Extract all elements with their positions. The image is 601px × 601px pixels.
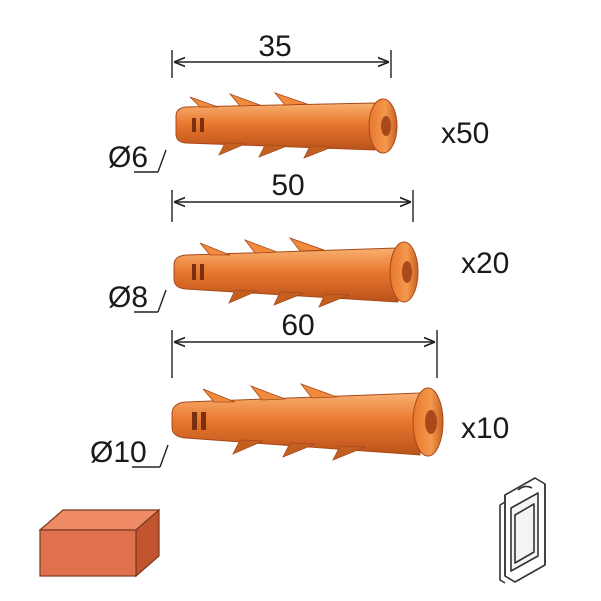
diameter-symbol: Ø	[108, 141, 131, 174]
wall-plug-image	[173, 237, 419, 308]
dimension-line	[171, 50, 392, 78]
wall-plug-image	[171, 383, 444, 461]
quantity-label: x10	[461, 412, 509, 445]
length-label: 60	[281, 309, 314, 342]
length-label: 35	[258, 30, 291, 63]
dimension-line	[171, 190, 414, 222]
diameter-symbol: Ø	[108, 281, 131, 314]
quantity-label: x20	[461, 247, 509, 280]
diameter-value: 6	[131, 141, 148, 174]
svg-text:Ø6: Ø6	[108, 141, 148, 174]
blister-pack-icon	[499, 477, 546, 584]
diameter-label: Ø6	[108, 141, 167, 174]
wall-plug-image	[175, 92, 398, 159]
diameter-label: Ø8	[108, 281, 167, 314]
diameter-value: 8	[131, 281, 148, 314]
plug-row-6mm: 35 Ø6 x50	[108, 30, 489, 174]
diameter-value: 10	[113, 436, 146, 469]
brick-icon	[38, 508, 161, 578]
quantity-label: x50	[441, 117, 489, 150]
length-label: 50	[271, 169, 304, 202]
diameter-symbol: Ø	[90, 436, 113, 469]
svg-text:Ø10: Ø10	[90, 436, 147, 469]
dimension-line	[171, 330, 438, 378]
plug-row-8mm: 50 Ø8 x20	[108, 169, 509, 314]
svg-text:Ø8: Ø8	[108, 281, 148, 314]
diameter-label: Ø10	[90, 436, 169, 469]
plug-row-10mm: 60 Ø10 x10	[90, 309, 509, 469]
